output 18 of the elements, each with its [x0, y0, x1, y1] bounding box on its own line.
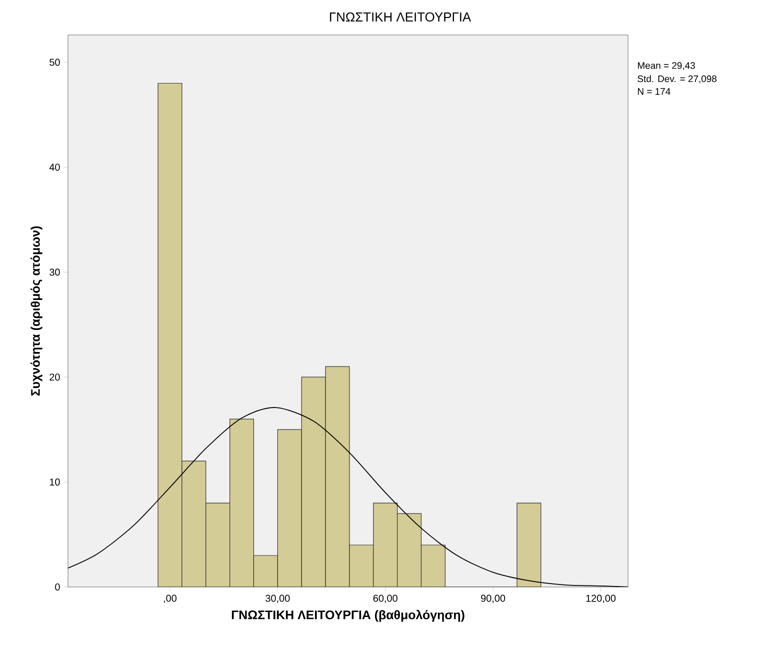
- x-tick-label: 30,00: [266, 594, 290, 603]
- x-tick-label: 60,00: [373, 594, 398, 603]
- y-tick-label: 20: [50, 374, 60, 381]
- chart-title: ΓΝΩΣΤΙΚΗ ΛΕΙΤΟΥΡΓΙΑ: [330, 12, 472, 22]
- y-tick-label: 50: [50, 58, 60, 66]
- x-tick-label: ,00: [164, 594, 176, 603]
- y-tick-label: 40: [49, 164, 60, 171]
- text: N = 174: [638, 88, 670, 95]
- x-tick-label: 120,00: [586, 594, 616, 603]
- line-series: [68, 407, 628, 587]
- x-axis-title: ΓΝΩΣΤΙΚΗ ΛΕΙΤΟΥΡΓΙΑ (βαθμολόγηση): [232, 610, 464, 622]
- x-tick-label: 90,00: [481, 594, 506, 603]
- y-tick-label: 10: [50, 478, 60, 486]
- y-axis-title: Συχνότητα (αριθμός ατόμων): [30, 226, 42, 396]
- y-tick-label: 0: [55, 583, 60, 591]
- text: Std. Dev. = 27,098: [638, 75, 716, 84]
- text: Mean = 29,43: [638, 62, 695, 70]
- y-tick-label: 30: [50, 268, 60, 276]
